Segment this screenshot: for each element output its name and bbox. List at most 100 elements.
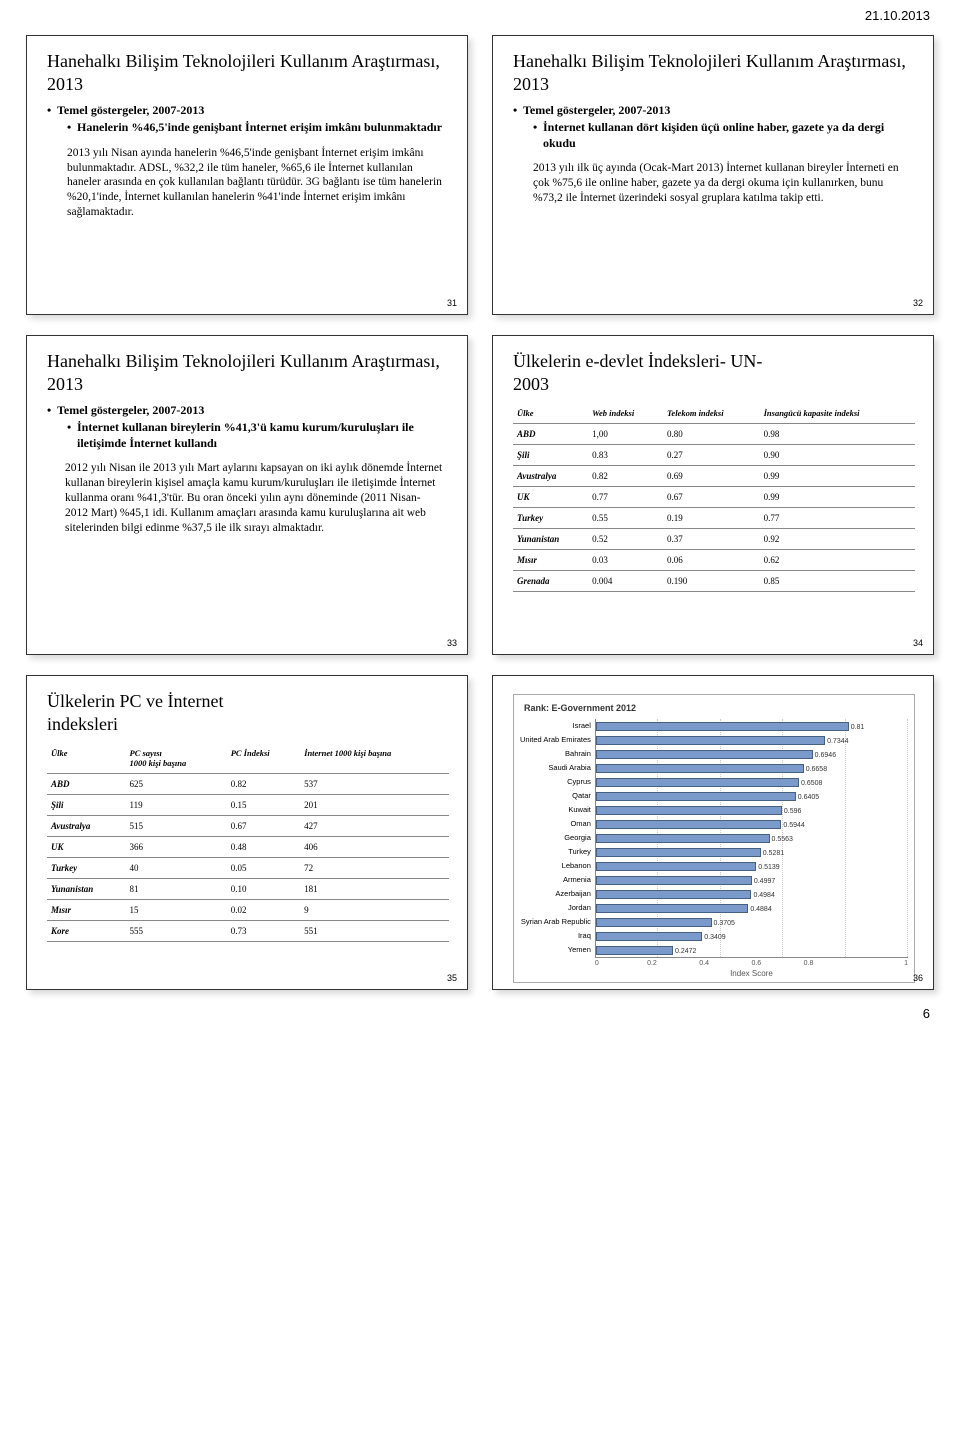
slide-34: Ülkelerin e-devlet İndeksleri- UN- 2003 … xyxy=(492,335,934,655)
bar-value: 0.6508 xyxy=(801,779,822,788)
table-row: ABD6250.82537 xyxy=(47,774,449,795)
table-cell: ABD xyxy=(47,774,126,795)
table-cell: 537 xyxy=(300,774,449,795)
bullet-l1: Temel göstergeler, 2007-2013 İnternet ku… xyxy=(513,103,915,151)
bar-value: 0.5139 xyxy=(758,863,779,872)
table-cell: 40 xyxy=(126,858,227,879)
table-cell: 0.67 xyxy=(227,816,300,837)
table-cell: 0.99 xyxy=(760,466,915,487)
table-cell: Mısır xyxy=(47,900,126,921)
bar: 0.3409 xyxy=(596,932,702,941)
bar: 0.5139 xyxy=(596,862,756,871)
slide-31-bullets: Temel göstergeler, 2007-2013 Hanelerin %… xyxy=(47,103,449,136)
table-cell: 0.37 xyxy=(663,529,760,550)
bar-row: 0.6946 xyxy=(596,747,908,761)
slide-35: Ülkelerin PC ve İnternet indeksleri Ülke… xyxy=(26,675,468,990)
table-cell: 0.82 xyxy=(227,774,300,795)
table-row: Mısır0.030.060.62 xyxy=(513,550,915,571)
slide-34-title: Ülkelerin e-devlet İndeksleri- UN- 2003 xyxy=(513,350,915,395)
chart-y-label: Georgia xyxy=(520,831,591,845)
bar: 0.4884 xyxy=(596,904,748,913)
x-tick: 0.8 xyxy=(804,960,856,967)
bar: 0.5563 xyxy=(596,834,770,843)
table-cell: ABD xyxy=(513,424,588,445)
slide-35-table: ÜlkePC sayısı 1000 kişi başınaPC İndeksi… xyxy=(47,743,449,942)
x-tick: 0.6 xyxy=(751,960,803,967)
table-cell: UK xyxy=(47,837,126,858)
table-cell: Avustralya xyxy=(513,466,588,487)
bar-row: 0.4984 xyxy=(596,887,908,901)
table-header: İnsangücü kapasite indeksi xyxy=(760,403,915,424)
slide-31-num: 31 xyxy=(447,298,457,308)
slide-31-body: 2013 yılı Nisan ayında hanelerin %46,5'i… xyxy=(47,146,449,221)
table-cell: 0.55 xyxy=(588,508,663,529)
table-cell: 1,00 xyxy=(588,424,663,445)
table-cell: 0.90 xyxy=(760,445,915,466)
chart-y-labels: IsraelUnited Arab EmiratesBahrainSaudi A… xyxy=(520,719,595,978)
table-cell: 0.82 xyxy=(588,466,663,487)
chart-y-label: Iraq xyxy=(520,929,591,943)
chart-area: IsraelUnited Arab EmiratesBahrainSaudi A… xyxy=(520,719,908,978)
table-cell: Turkey xyxy=(513,508,588,529)
table-cell: 0.67 xyxy=(663,487,760,508)
table-header: PC İndeksi xyxy=(227,743,300,774)
slide-31-title: Hanehalkı Bilişim Teknolojileri Kullanım… xyxy=(47,50,449,95)
table-cell: 0.05 xyxy=(227,858,300,879)
table-cell: 0.48 xyxy=(227,837,300,858)
table-cell: 0.98 xyxy=(760,424,915,445)
bar-row: 0.5563 xyxy=(596,831,908,845)
slide-34-table: ÜlkeWeb indeksiTelekom indeksiİnsangücü … xyxy=(513,403,915,592)
bullet-l2: İnternet kullanan dört kişiden üçü onlin… xyxy=(533,120,915,151)
header-date: 21.10.2013 xyxy=(0,0,960,27)
table-cell: 15 xyxy=(126,900,227,921)
table-cell: 81 xyxy=(126,879,227,900)
bar: 0.6946 xyxy=(596,750,813,759)
table-cell: 0.190 xyxy=(663,571,760,592)
x-tick: 0 xyxy=(595,960,647,967)
slide-34-num: 34 xyxy=(913,638,923,648)
chart-y-label: Israel xyxy=(520,719,591,733)
bar: 0.6658 xyxy=(596,764,804,773)
bar: 0.5944 xyxy=(596,820,782,829)
chart-y-label: Azerbaijan xyxy=(520,887,591,901)
bar-value: 0.2472 xyxy=(675,947,696,956)
table-cell: Kore xyxy=(47,921,126,942)
chart-x-axis: 00.20.40.60.81 xyxy=(595,958,908,967)
bar-value: 0.7344 xyxy=(827,737,848,746)
table-row: Yunanistan810.10181 xyxy=(47,879,449,900)
table-cell: 0.73 xyxy=(227,921,300,942)
slide-36-num: 36 xyxy=(913,973,923,983)
bar-row: 0.5281 xyxy=(596,845,908,859)
chart-title: Rank: E-Government 2012 xyxy=(520,703,908,713)
bar-row: 0.81 xyxy=(596,719,908,733)
bar-row: 0.6658 xyxy=(596,761,908,775)
table-cell: UK xyxy=(513,487,588,508)
bar-row: 0.6508 xyxy=(596,775,908,789)
table-cell: 0.80 xyxy=(663,424,760,445)
table-cell: 0.004 xyxy=(588,571,663,592)
table-cell: 0.83 xyxy=(588,445,663,466)
table-cell: 0.85 xyxy=(760,571,915,592)
slide-32-body: 2013 yılı ilk üç ayında (Ocak-Mart 2013)… xyxy=(513,161,915,206)
x-tick: 0.4 xyxy=(699,960,751,967)
table-row: Grenada0.0040.1900.85 xyxy=(513,571,915,592)
bullet-l1: Temel göstergeler, 2007-2013 Hanelerin %… xyxy=(47,103,449,136)
table-header: Web indeksi xyxy=(588,403,663,424)
table-cell: 181 xyxy=(300,879,449,900)
table-cell: 0.62 xyxy=(760,550,915,571)
table-cell: 555 xyxy=(126,921,227,942)
slide-35-title: Ülkelerin PC ve İnternet indeksleri xyxy=(47,690,449,735)
table-cell: Yunanistan xyxy=(47,879,126,900)
chart-y-label: Yemen xyxy=(520,943,591,957)
slide-33: Hanehalkı Bilişim Teknolojileri Kullanım… xyxy=(26,335,468,655)
slides-grid: Hanehalkı Bilişim Teknolojileri Kullanım… xyxy=(0,27,960,998)
table-row: Şili1190.15201 xyxy=(47,795,449,816)
slide-32-num: 32 xyxy=(913,298,923,308)
page-number: 6 xyxy=(0,998,960,1033)
chart-y-label: United Arab Emirates xyxy=(520,733,591,747)
bar: 0.596 xyxy=(596,806,782,815)
table-cell: 119 xyxy=(126,795,227,816)
bar-value: 0.6405 xyxy=(798,793,819,802)
table-cell: 0.27 xyxy=(663,445,760,466)
chart-y-label: Armenia xyxy=(520,873,591,887)
